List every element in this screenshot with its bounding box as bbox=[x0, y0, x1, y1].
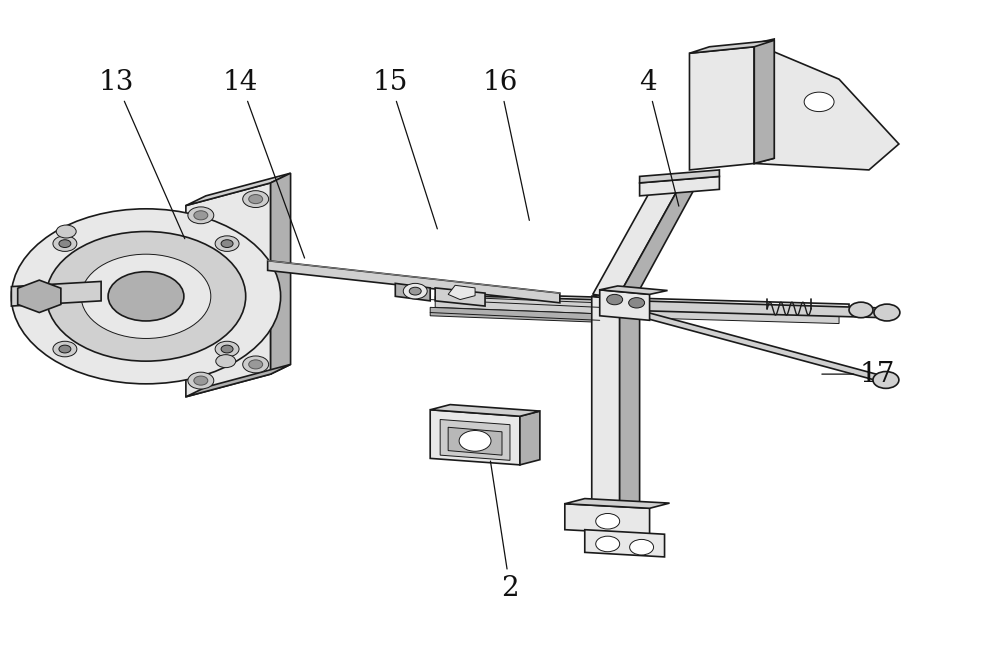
Polygon shape bbox=[448, 427, 502, 455]
Circle shape bbox=[249, 195, 263, 204]
Text: 2: 2 bbox=[490, 461, 519, 602]
Polygon shape bbox=[186, 173, 291, 206]
Polygon shape bbox=[640, 176, 719, 196]
Circle shape bbox=[596, 536, 620, 552]
Polygon shape bbox=[620, 294, 640, 510]
Circle shape bbox=[243, 356, 269, 373]
Polygon shape bbox=[640, 170, 719, 183]
Circle shape bbox=[409, 287, 421, 295]
Polygon shape bbox=[520, 411, 540, 465]
Circle shape bbox=[243, 191, 269, 208]
Polygon shape bbox=[186, 183, 271, 397]
Polygon shape bbox=[435, 296, 600, 314]
Polygon shape bbox=[430, 307, 600, 322]
Circle shape bbox=[874, 304, 900, 321]
Polygon shape bbox=[430, 404, 540, 416]
Text: 13: 13 bbox=[98, 69, 185, 239]
Text: 16: 16 bbox=[482, 69, 529, 221]
Circle shape bbox=[403, 283, 427, 299]
Circle shape bbox=[215, 236, 239, 251]
Circle shape bbox=[188, 372, 214, 389]
Circle shape bbox=[459, 430, 491, 451]
Polygon shape bbox=[435, 288, 485, 306]
Polygon shape bbox=[448, 285, 475, 299]
Polygon shape bbox=[689, 40, 774, 53]
Circle shape bbox=[11, 209, 281, 384]
Circle shape bbox=[596, 514, 620, 529]
Circle shape bbox=[249, 360, 263, 369]
Polygon shape bbox=[500, 294, 849, 316]
Text: 15: 15 bbox=[373, 69, 437, 229]
Circle shape bbox=[56, 225, 76, 238]
Circle shape bbox=[216, 355, 236, 368]
Polygon shape bbox=[754, 44, 899, 170]
Circle shape bbox=[194, 211, 208, 220]
Circle shape bbox=[804, 92, 834, 111]
Text: 4: 4 bbox=[639, 69, 679, 206]
Circle shape bbox=[629, 298, 645, 308]
Circle shape bbox=[188, 207, 214, 224]
Polygon shape bbox=[593, 180, 681, 298]
Polygon shape bbox=[430, 409, 520, 465]
Polygon shape bbox=[618, 180, 699, 298]
Polygon shape bbox=[600, 286, 668, 294]
Polygon shape bbox=[18, 280, 61, 312]
Circle shape bbox=[221, 240, 233, 247]
Polygon shape bbox=[754, 39, 774, 163]
Polygon shape bbox=[585, 530, 665, 557]
Circle shape bbox=[59, 240, 71, 247]
Circle shape bbox=[630, 540, 654, 555]
Polygon shape bbox=[500, 306, 839, 324]
Circle shape bbox=[53, 236, 77, 251]
Polygon shape bbox=[754, 40, 774, 163]
Circle shape bbox=[59, 345, 71, 353]
Polygon shape bbox=[592, 291, 640, 299]
Circle shape bbox=[215, 341, 239, 357]
Circle shape bbox=[607, 294, 623, 305]
Circle shape bbox=[81, 254, 211, 339]
Circle shape bbox=[221, 345, 233, 353]
Circle shape bbox=[46, 232, 246, 361]
Polygon shape bbox=[565, 504, 650, 534]
Circle shape bbox=[849, 302, 873, 318]
Text: 17: 17 bbox=[822, 361, 895, 387]
Circle shape bbox=[108, 271, 184, 321]
Polygon shape bbox=[689, 47, 754, 170]
Polygon shape bbox=[11, 281, 101, 306]
Polygon shape bbox=[395, 283, 430, 301]
Circle shape bbox=[194, 376, 208, 385]
Circle shape bbox=[873, 372, 899, 389]
Polygon shape bbox=[600, 290, 650, 320]
Polygon shape bbox=[271, 173, 291, 374]
Polygon shape bbox=[565, 499, 670, 508]
Polygon shape bbox=[480, 296, 884, 318]
Polygon shape bbox=[440, 419, 510, 460]
Polygon shape bbox=[186, 365, 291, 397]
Text: 14: 14 bbox=[223, 69, 305, 258]
Polygon shape bbox=[268, 260, 560, 303]
Polygon shape bbox=[592, 296, 620, 510]
Circle shape bbox=[53, 341, 77, 357]
Polygon shape bbox=[600, 299, 889, 384]
